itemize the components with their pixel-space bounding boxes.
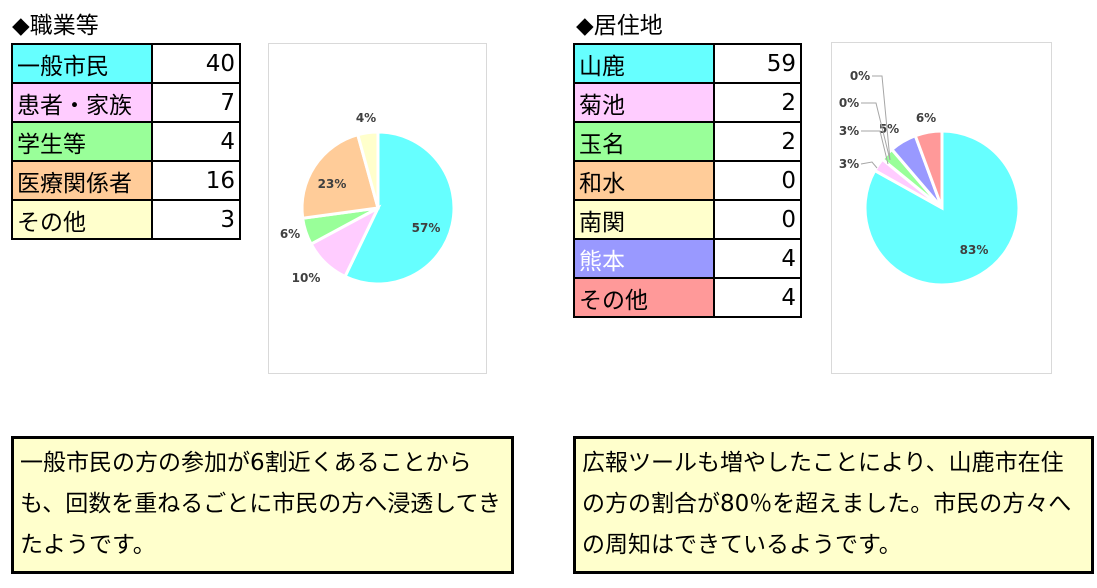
table-row: 学生等 4 (11, 121, 241, 162)
title-occupation: ◆職業等 (12, 13, 99, 39)
category-label: 一般市民 (11, 43, 153, 84)
pie-slice (355, 130, 380, 209)
category-count: 3 (151, 199, 241, 240)
category-count: 4 (713, 277, 802, 318)
residence-table: 山鹿 59 菊池 2 玉名 2 和水 0 南関 0 熊本 4 その他 4 (573, 43, 802, 318)
table-row: 和水 0 (573, 160, 802, 201)
pie-data-label: 57% (412, 221, 441, 235)
table-row: 熊本 4 (573, 238, 802, 279)
table-row: 菊池 2 (573, 82, 802, 123)
pie-data-label: 0% (839, 96, 859, 110)
pie-data-label: 4% (356, 111, 376, 125)
pie-data-label: 83% (960, 243, 989, 257)
category-label: その他 (573, 277, 715, 318)
category-count: 2 (713, 121, 802, 162)
title-residence: ◆居住地 (576, 13, 663, 39)
category-label: 学生等 (11, 121, 153, 162)
pie-data-label: 10% (292, 271, 321, 285)
category-label: 玉名 (573, 121, 715, 162)
leader-line (861, 130, 889, 165)
occupation-pie-frame: 57% 10% 6% 23% 4% (268, 43, 487, 374)
pie-data-label: 3% (839, 124, 859, 138)
category-label: その他 (11, 199, 153, 240)
category-count: 16 (151, 160, 241, 201)
table-row: その他 4 (573, 277, 802, 318)
pie-data-label: 3% (839, 157, 859, 171)
pie-slice (343, 130, 456, 286)
category-label: 医療関係者 (11, 160, 153, 201)
category-label: 南関 (573, 199, 715, 240)
table-row: 患者・家族 7 (11, 82, 241, 123)
category-label: 和水 (573, 160, 715, 201)
leader-line (860, 161, 878, 169)
category-count: 4 (151, 121, 241, 162)
residence-pie-chart: 83% 3% 3% 0% 0% 5% 6% (839, 69, 1021, 287)
table-row: 山鹿 59 (573, 43, 802, 84)
category-count: 0 (713, 160, 802, 201)
leader-line (861, 102, 891, 161)
category-count: 40 (151, 43, 241, 84)
pie-data-label: 0% (850, 69, 870, 83)
category-label: 菊池 (573, 82, 715, 123)
pie-data-label: 5% (879, 122, 899, 136)
table-row: 医療関係者 16 (11, 160, 241, 201)
category-count: 2 (713, 82, 802, 123)
pie-data-label: 6% (280, 227, 300, 241)
category-count: 59 (713, 43, 802, 84)
residence-pie-frame: 83% 3% 3% 0% 0% 5% 6% (831, 42, 1052, 374)
residence-comment: 広報ツールも増やしたことにより、山鹿市在住の方の割合が80％を超えました。市民の… (573, 436, 1094, 574)
table-row: 一般市民 40 (11, 43, 241, 84)
table-row: 南関 0 (573, 199, 802, 240)
table-row: 玉名 2 (573, 121, 802, 162)
leader-line (872, 75, 891, 161)
occupation-pie-chart: 57% 10% 6% 23% 4% (280, 111, 456, 286)
pie-slice (913, 129, 944, 209)
category-count: 0 (713, 199, 802, 240)
category-count: 7 (151, 82, 241, 123)
pie-data-label: 6% (916, 111, 936, 125)
category-label: 患者・家族 (11, 82, 153, 123)
category-label: 熊本 (573, 238, 715, 279)
pie-slice (300, 132, 380, 220)
occupation-table: 一般市民 40 患者・家族 7 学生等 4 医療関係者 16 その他 3 (11, 43, 241, 240)
occupation-comment: 一般市民の方の参加が6割近くあることからも、回数を重ねるごとに市民の方へ浸透して… (11, 436, 514, 574)
table-row: その他 3 (11, 199, 241, 240)
pie-data-label: 23% (318, 177, 347, 191)
category-label: 山鹿 (573, 43, 715, 84)
category-count: 4 (713, 238, 802, 279)
